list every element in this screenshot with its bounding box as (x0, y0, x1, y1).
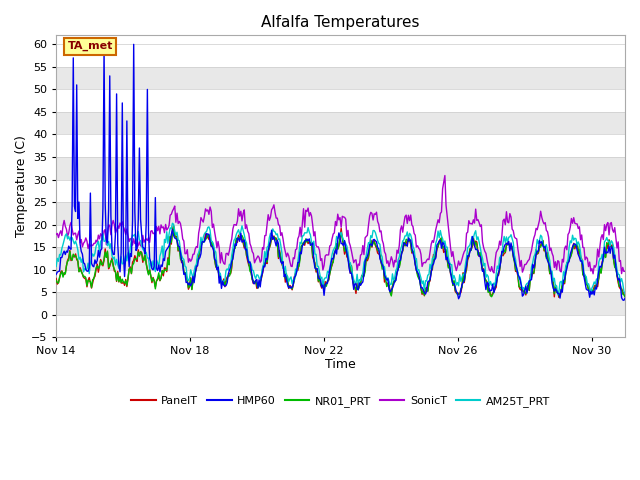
Bar (56, 292, 625, 315)
Line: AM25T_PRT: AM25T_PRT (56, 223, 625, 294)
AM25T_PRT (168, 220, 176, 226)
NR01_PRT (520, 289, 527, 295)
SonicT (610, 229, 618, 235)
Bar (56, 247, 625, 270)
NR01_PRT (392, 276, 400, 282)
PanelT (392, 275, 400, 280)
NR01_PRT (324, 278, 332, 284)
Y-axis label: Temperature (C): Temperature (C) (15, 135, 28, 237)
PanelT (170, 223, 177, 228)
SonicT (391, 257, 399, 263)
AM25T_PRT (520, 285, 527, 290)
PanelT (610, 257, 618, 263)
NR01_PRT (621, 294, 629, 300)
NR01_PRT (361, 268, 369, 274)
Bar (56, 89, 625, 112)
Bar (56, 225, 625, 247)
AM25T_PRT (554, 291, 561, 297)
Bar (56, 44, 625, 67)
Bar (56, 67, 625, 89)
PanelT (555, 294, 563, 300)
Bar (56, 157, 625, 180)
HMP60 (520, 292, 527, 298)
SonicT (52, 231, 60, 237)
Line: PanelT: PanelT (56, 226, 625, 297)
HMP60 (327, 261, 335, 266)
AM25T_PRT (52, 264, 60, 269)
AM25T_PRT (327, 259, 335, 264)
PanelT (520, 288, 527, 294)
AM25T_PRT (324, 268, 332, 274)
Line: SonicT: SonicT (56, 176, 625, 274)
Bar (56, 112, 625, 134)
AM25T_PRT (610, 244, 618, 250)
HMP60 (620, 298, 628, 303)
Legend: PanelT, HMP60, NR01_PRT, SonicT, AM25T_PRT: PanelT, HMP60, NR01_PRT, SonicT, AM25T_P… (127, 391, 554, 411)
SonicT (441, 173, 449, 179)
NR01_PRT (327, 266, 335, 272)
AM25T_PRT (621, 291, 629, 297)
HMP60 (609, 246, 616, 252)
SonicT (589, 271, 597, 276)
HMP60 (361, 258, 369, 264)
HMP60 (621, 295, 629, 301)
Title: Alfalfa Temperatures: Alfalfa Temperatures (261, 15, 420, 30)
NR01_PRT (52, 277, 60, 283)
NR01_PRT (609, 244, 616, 250)
NR01_PRT (170, 224, 177, 229)
HMP60 (130, 41, 138, 47)
SonicT (360, 252, 368, 257)
AM25T_PRT (392, 268, 400, 274)
Bar (56, 315, 625, 337)
Bar (56, 134, 625, 157)
Bar (56, 180, 625, 202)
PanelT (327, 265, 335, 271)
X-axis label: Time: Time (325, 358, 356, 371)
PanelT (52, 276, 60, 281)
Bar (56, 202, 625, 225)
PanelT (324, 278, 332, 284)
PanelT (621, 293, 629, 299)
Line: NR01_PRT: NR01_PRT (56, 227, 625, 297)
Text: TA_met: TA_met (68, 41, 113, 51)
HMP60 (52, 272, 60, 277)
SonicT (323, 252, 330, 258)
SonicT (520, 266, 527, 272)
Bar (56, 270, 625, 292)
HMP60 (324, 280, 332, 286)
SonicT (326, 243, 333, 249)
SonicT (621, 268, 629, 274)
Line: HMP60: HMP60 (56, 44, 625, 300)
HMP60 (392, 277, 400, 283)
AM25T_PRT (361, 256, 369, 262)
PanelT (361, 266, 369, 272)
